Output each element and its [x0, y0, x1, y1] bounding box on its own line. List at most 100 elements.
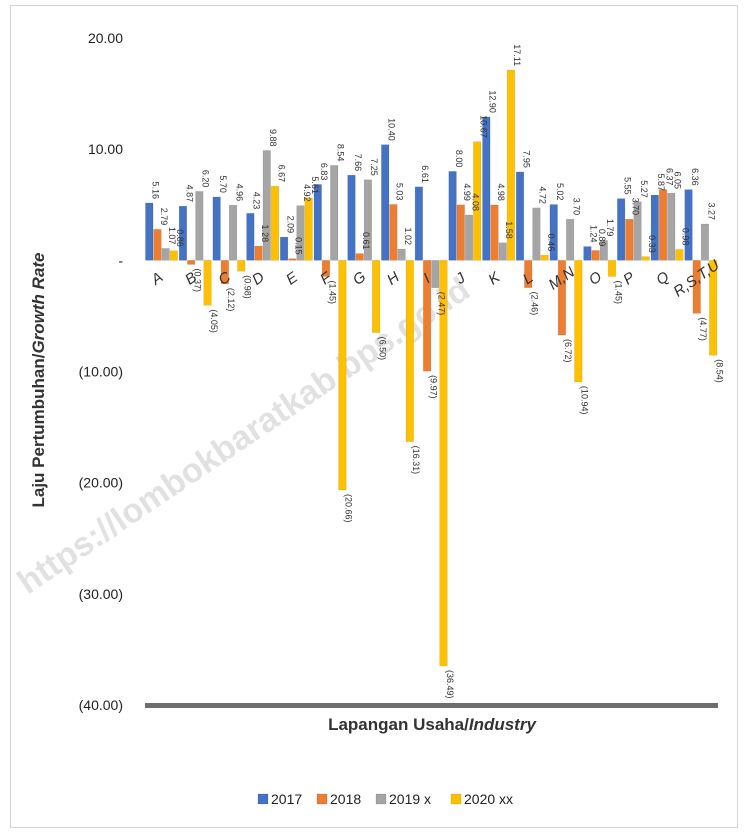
bar: [153, 229, 162, 261]
category-label: O: [586, 268, 606, 289]
chart-frame: [10, 5, 738, 828]
data-label: (1.45): [327, 280, 337, 304]
data-label: 4.96: [234, 184, 244, 202]
category-label: C: [215, 268, 234, 288]
legend-label: 2018: [330, 791, 361, 807]
data-label: 8.54: [335, 144, 345, 162]
bar: [641, 256, 650, 261]
data-label: 4.23: [252, 192, 262, 210]
bar: [607, 260, 617, 277]
data-label: (20.66): [344, 494, 354, 523]
bar: [490, 204, 499, 261]
legend-swatch: [450, 793, 462, 805]
data-label: 1.02: [403, 227, 413, 245]
y-tick-label: (30.00): [79, 586, 123, 602]
data-label: 0.15: [294, 237, 304, 255]
bar: [381, 144, 390, 261]
legend-label: 2019 x: [389, 791, 431, 807]
bar: [347, 174, 356, 261]
bar: [397, 248, 406, 261]
bar: [515, 171, 525, 261]
data-label: 3.27: [706, 202, 716, 220]
bar: [498, 242, 507, 261]
data-label: (0.98): [243, 275, 253, 299]
bar: [439, 260, 448, 667]
bar: [464, 214, 474, 261]
bar: [338, 260, 347, 491]
bar: [270, 185, 280, 261]
data-label: 9.88: [268, 129, 278, 147]
data-label: 5.03: [395, 183, 405, 201]
bar: [583, 246, 592, 261]
data-label: 5.16: [151, 181, 161, 199]
data-label: 7.25: [369, 158, 379, 176]
bar: [675, 249, 684, 261]
y-tick-label: (40.00): [79, 697, 123, 713]
category-label: L: [520, 269, 537, 288]
bar: [161, 248, 170, 261]
bar: [506, 69, 515, 261]
bar: [549, 204, 558, 261]
bar: [330, 165, 339, 261]
bar: [169, 250, 178, 261]
bar: [280, 236, 289, 261]
bars: [145, 69, 718, 667]
bar: [187, 260, 196, 265]
bar: [254, 245, 263, 261]
data-label: 1.58: [504, 221, 514, 239]
data-label: 0.33: [647, 235, 657, 253]
data-label: 0.98: [681, 228, 691, 246]
data-label: (0.37): [192, 268, 202, 292]
data-label: (1.45): [613, 280, 623, 304]
category-label: A: [147, 269, 166, 289]
bar: [321, 260, 331, 277]
bar: [625, 218, 634, 261]
data-label: 10.40: [386, 118, 396, 141]
bar: [684, 189, 693, 261]
bar: [363, 179, 372, 261]
data-label: 1.07: [167, 227, 177, 245]
bar: [557, 260, 566, 336]
data-label: 17.11: [512, 44, 522, 66]
data-label: 5.87: [656, 174, 666, 192]
data-label: 7.95: [521, 150, 531, 168]
data-label: 6.37: [664, 168, 674, 186]
data-label: (2.46): [530, 292, 540, 316]
data-label: (2.47): [437, 292, 447, 316]
bar: [423, 260, 432, 372]
bar: [389, 204, 398, 261]
y-axis-title: Laju Pertumbuhan/Growth Rate: [29, 252, 48, 507]
data-label: 0.61: [361, 232, 371, 250]
data-label: (6.50): [377, 337, 387, 361]
bar: [617, 198, 626, 261]
bar: [237, 260, 246, 272]
legend-label: 2020 xx: [464, 791, 513, 807]
legend: 2017 2018 2019 x 2020 xx: [257, 791, 513, 807]
data-label: 4.87: [184, 185, 194, 203]
category-label: G: [350, 268, 370, 289]
data-label: 1.28: [260, 225, 270, 243]
data-label: 0.89: [597, 229, 607, 247]
bar: [709, 260, 718, 356]
bar: [524, 260, 533, 288]
category-label: H: [384, 268, 403, 288]
data-label: (4.05): [209, 309, 219, 333]
legend-swatch: [257, 793, 269, 805]
data-label: (8.54): [714, 359, 724, 383]
bar: [414, 186, 423, 261]
category-label: E: [283, 268, 302, 288]
data-label: (6.72): [563, 339, 573, 363]
data-label: 5.61: [310, 176, 320, 194]
bar: [246, 213, 255, 261]
data-label: 8.00: [454, 150, 464, 168]
bar: [431, 260, 440, 289]
data-label: 2.79: [159, 208, 169, 226]
data-label: 5.02: [555, 183, 565, 201]
data-label: 6.20: [201, 170, 211, 188]
bar: [532, 207, 541, 261]
bar: [700, 223, 709, 261]
data-label: 12.90: [488, 90, 498, 113]
data-label: 6.36: [690, 168, 700, 186]
data-label: (4.77): [698, 317, 708, 341]
